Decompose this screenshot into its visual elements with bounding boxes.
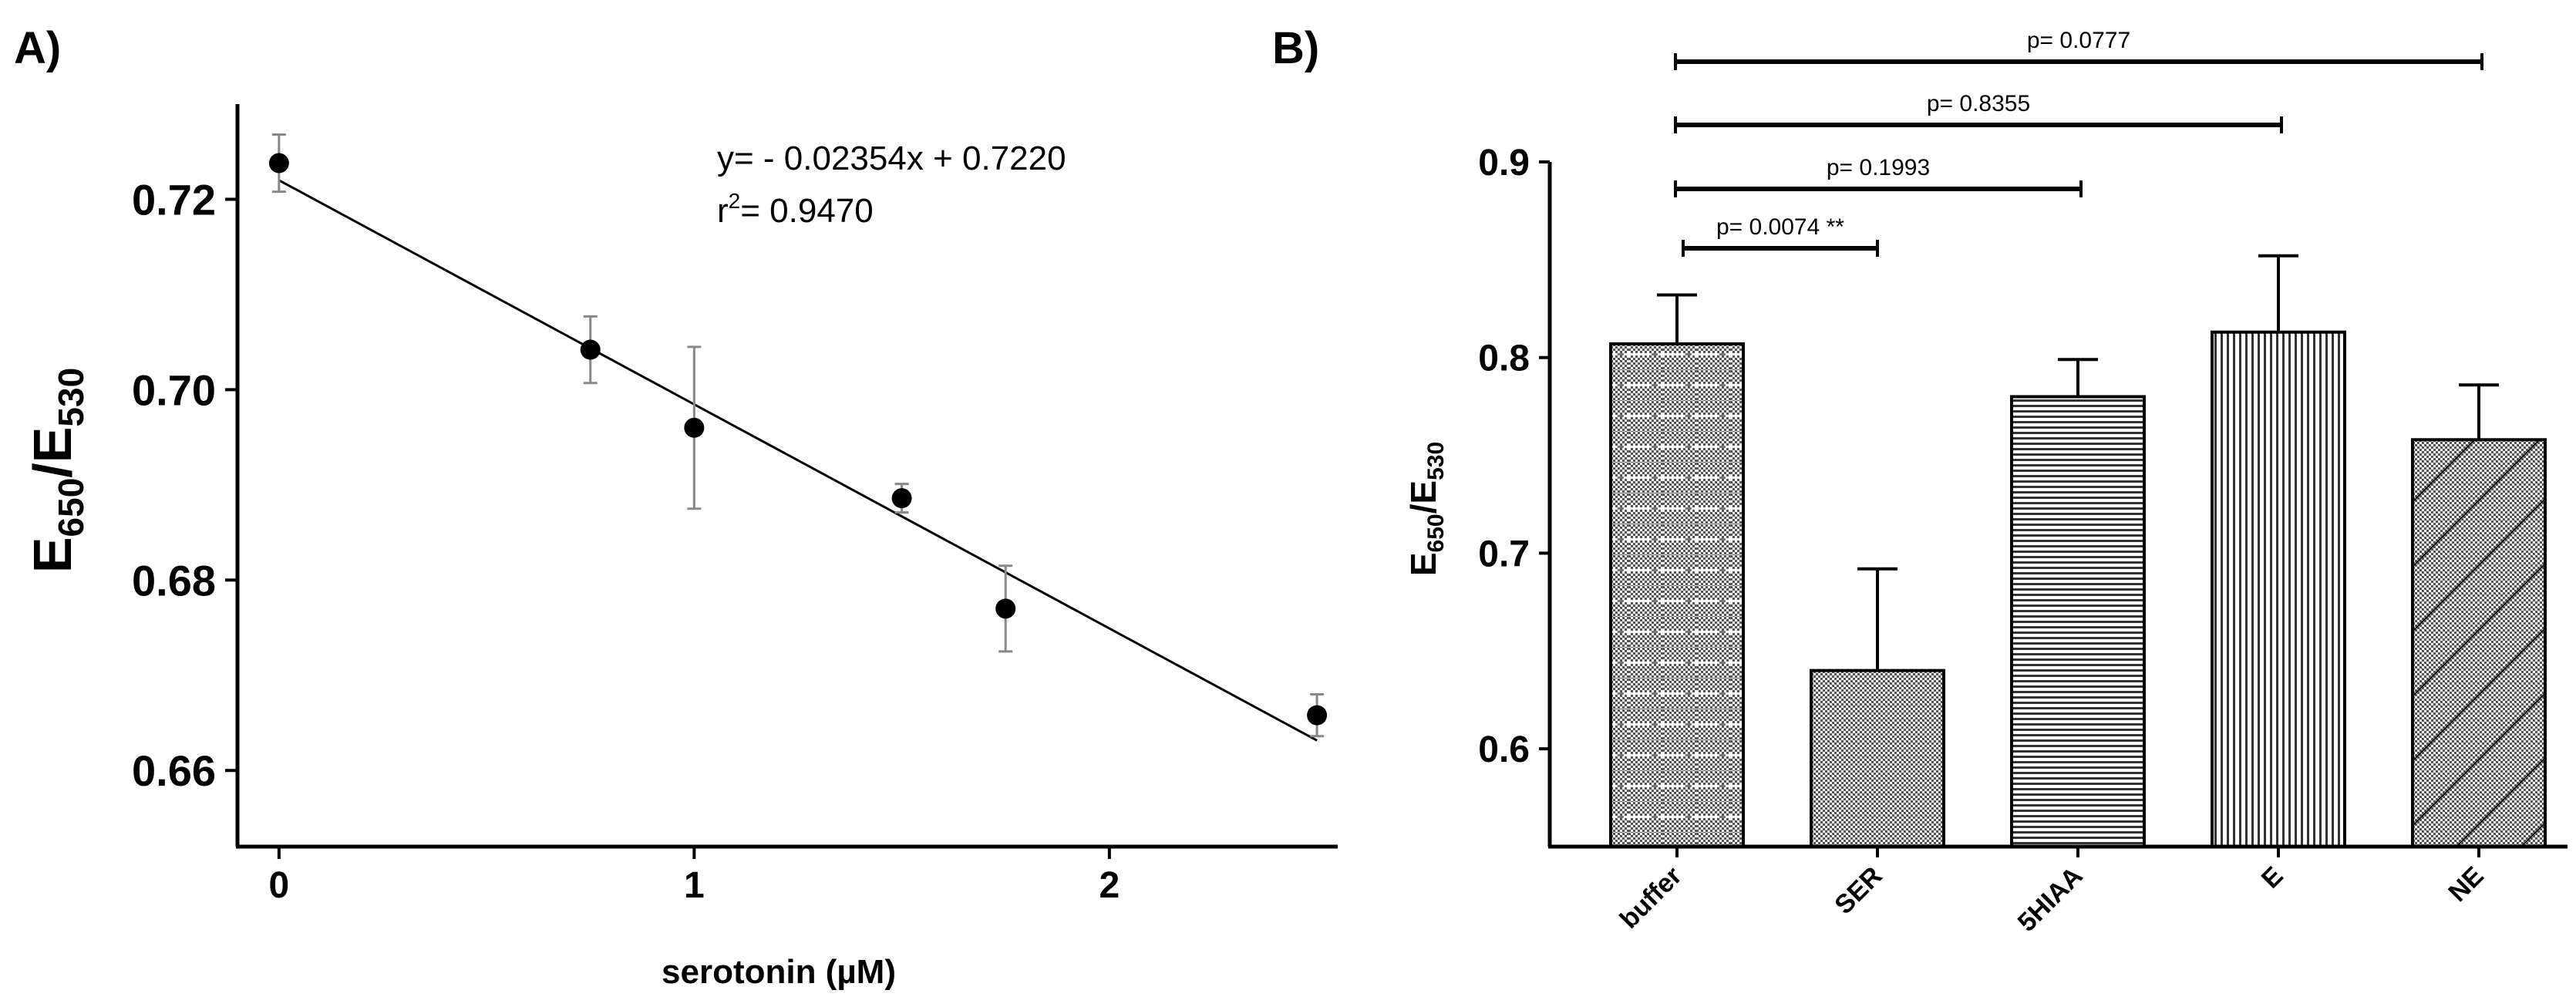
y-tick-label: 0.8 [1478,338,1530,379]
x-tick-label: E [2256,861,2289,894]
data-point [580,339,601,360]
panel-a-fit-line-group [278,179,1318,742]
data-point [995,598,1016,619]
r2-superscript: 2 [729,189,741,213]
data-point [891,488,912,509]
panel-b-significance-brackets: p= 0.0074 ** p= 0.1993 p= 0.8355 p= 0.0777 [1674,28,2483,257]
ylabel-sub2: 530 [51,368,91,427]
panel-b-y-ticks: 0.6 0.7 0.8 0.9 [1478,143,1550,770]
panel-a-r-squared: r2= 0.9470 [717,189,874,230]
data-point [268,153,289,173]
bar-E [2211,330,2346,848]
x-tick-label: NE [2443,861,2489,908]
x-tick-label: 2 [1099,865,1120,906]
panel-a-x-ticks: 0 1 2 [268,847,1120,906]
panel-b-y-axis-label: E650/E530 [1403,442,1449,576]
ylabel-sub1: 650 [1423,514,1449,552]
panel-a-data-points [268,133,1328,738]
panel-a-y-ticks: 0.66 0.68 0.70 0.72 [132,175,237,795]
y-tick-label: 0.7 [1478,534,1530,574]
y-tick-label: 0.66 [132,746,216,795]
bar-buffer [1609,342,1745,848]
panel-b-x-ticks: buffer SER 5HIAA E NE [1615,847,2490,938]
r2-prefix: r [717,192,729,230]
data-point [1307,705,1328,726]
x-tick-label: SER [1829,861,1887,920]
panel-a-x-axis-label: serotonin (µM) [662,953,896,991]
bar-NE [2411,438,2547,848]
comparison-p-value: p= 0.0777 [2027,28,2130,53]
comparison-p-value: p= 0.8355 [1927,91,2030,116]
x-tick-label: 5HIAA [2012,861,2089,938]
data-point [684,417,705,438]
panel-b-bar-chart: B) p= 0.0074 ** p= 0.1993 p= 0.8355 p= 0.07… [1272,23,2568,938]
panel-a-label: A) [14,23,61,73]
panel-b-bars [1609,254,2547,849]
bar-5HIAA [2010,395,2146,848]
panel-a-scatter: A) 0.66 0.68 0.70 0.72 0 1 2 y= - 0.02354x + … [14,23,1338,991]
panel-b-plot-area [1547,162,2568,849]
y-tick-label: 0.70 [132,365,216,414]
x-tick-label: 1 [684,865,705,906]
fit-line [278,179,1318,742]
y-tick-label: 0.6 [1478,729,1530,770]
panel-a-y-axis-label: E650/E530 [22,368,91,573]
comparison-p-value: p= 0.0074 ** [1716,214,1844,240]
ylabel-mid: /E [22,427,82,478]
y-tick-label: 0.9 [1478,143,1530,184]
ylabel-sub1: 650 [51,478,91,537]
ylabel-main: E [22,537,82,573]
ylabel-mid: /E [1403,480,1443,514]
bar-SER [1810,669,1945,849]
ylabel-sub2: 530 [1423,442,1449,480]
x-tick-label: 0 [268,865,289,906]
ylabel-main: E [1403,552,1443,576]
x-tick-label: buffer [1615,861,1688,935]
panel-a-equation: y= - 0.02354x + 0.7220 [717,140,1066,177]
panel-b-label: B) [1272,23,1319,73]
comparison-p-value: p= 0.1993 [1827,155,1930,180]
y-tick-label: 0.68 [132,556,216,605]
y-tick-label: 0.72 [132,175,216,224]
panel-a-plot-area [235,104,1338,849]
r2-value: = 0.9470 [740,192,874,230]
